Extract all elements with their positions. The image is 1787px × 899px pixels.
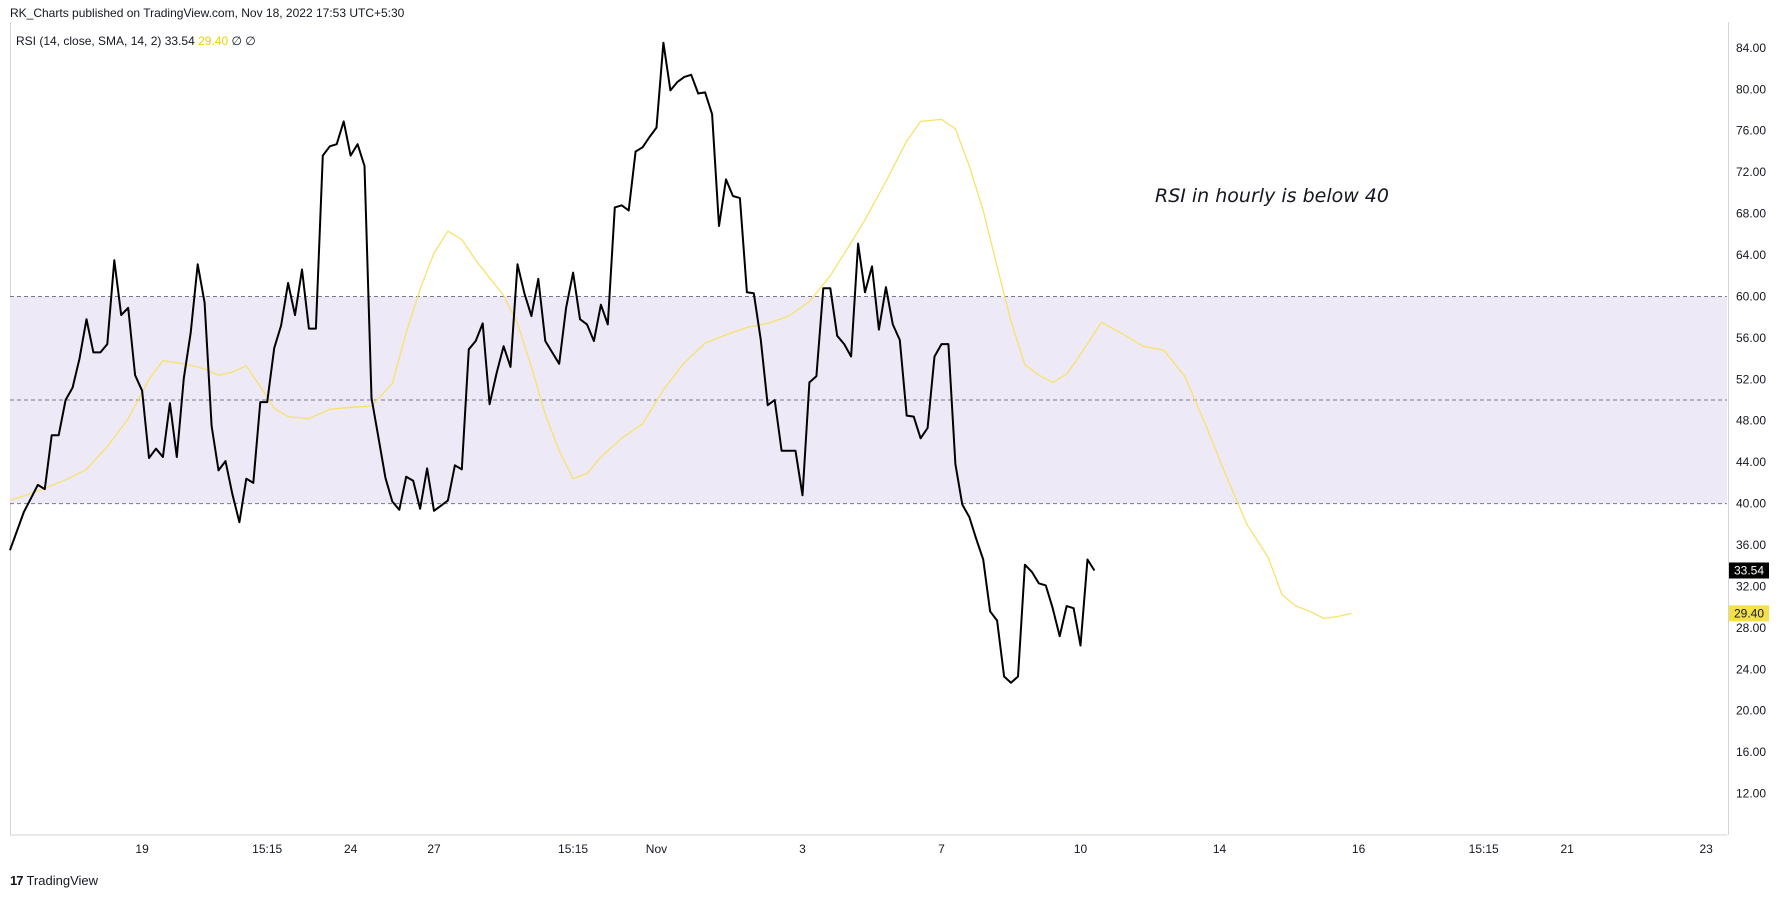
- y-tick-label: 68.00: [1736, 207, 1766, 221]
- y-tick-label: 44.00: [1736, 455, 1766, 469]
- x-tick-label: 16: [1352, 842, 1366, 856]
- sma-line: [9, 118, 1352, 620]
- rsi-series: [9, 41, 1096, 684]
- level-lines: [10, 295, 1727, 505]
- legend-extra-2: ∅: [245, 34, 256, 48]
- x-tick-label: 21: [1560, 842, 1574, 856]
- y-axis[interactable]: 84.00 80.00 76.00 72.00 68.00 64.00 60.00 56.00…: [1736, 41, 1766, 801]
- x-tick-label: 27: [427, 842, 441, 856]
- x-tick-label: 23: [1699, 842, 1713, 856]
- x-tick-label: 15:15: [558, 842, 588, 856]
- x-tick-label: 10: [1074, 842, 1088, 856]
- legend-name: RSI (14, close, SMA, 14, 2): [16, 34, 162, 48]
- x-tick-label: Nov: [646, 842, 667, 856]
- rsi-value-badge: [1729, 562, 1769, 579]
- y-tick-label: 56.00: [1736, 331, 1766, 345]
- y-tick-label: 12.00: [1736, 787, 1766, 801]
- x-tick-label: 15:15: [1469, 842, 1499, 856]
- legend-rsi-value: 33.54: [164, 34, 195, 48]
- footer-branding[interactable]: 17 TradingView: [10, 873, 98, 888]
- chart-annotation: RSI in hourly is below 40: [1155, 185, 1389, 207]
- y-tick-label: 60.00: [1736, 289, 1766, 303]
- y-tick-label: 80.00: [1736, 82, 1766, 96]
- footer-brand-label: TradingView: [26, 873, 99, 888]
- x-tick-label: 15:15: [252, 842, 282, 856]
- y-tick-label: 32.00: [1736, 579, 1766, 593]
- y-tick-label: 28.00: [1736, 621, 1766, 635]
- y-tick-label: 84.00: [1736, 41, 1766, 55]
- y-tick-label: 40.00: [1736, 497, 1766, 511]
- indicator-legend[interactable]: RSI (14, close, SMA, 14, 2) 33.54 29.40 …: [16, 34, 256, 48]
- y-tick-label: 16.00: [1736, 745, 1766, 759]
- y-tick-label: 76.00: [1736, 124, 1766, 138]
- legend-extra-1: ∅: [231, 34, 242, 48]
- y-tick-label: 52.00: [1736, 372, 1766, 386]
- y-tick-label: 24.00: [1736, 662, 1766, 676]
- x-axis[interactable]: 19 15:15 24 27 15:15 Nov 3 7 10 14 16 15:15 21 23: [10, 834, 1727, 856]
- y-tick-label: 72.00: [1736, 165, 1766, 179]
- y-tick-label: 36.00: [1736, 538, 1766, 552]
- sma-series: [9, 118, 1352, 620]
- x-tick-label: 19: [135, 842, 149, 856]
- y-tick-label: 20.00: [1736, 704, 1766, 718]
- x-tick-label: 7: [938, 842, 945, 856]
- sma-value-badge: [1729, 605, 1769, 622]
- y-tick-label: 48.00: [1736, 414, 1766, 428]
- rsi-value-badge-text: 33.54: [1734, 563, 1764, 577]
- value-badges: 33.54 29.40: [1729, 562, 1769, 622]
- publish-header: RK_Charts published on TradingView.com, …: [10, 6, 405, 20]
- rsi-line: [9, 41, 1096, 684]
- tradingview-logo-icon: 17: [10, 873, 24, 888]
- x-tick-label: 24: [344, 842, 358, 856]
- legend-sma-value: 29.40: [198, 34, 229, 48]
- sma-value-badge-text: 29.40: [1734, 606, 1764, 620]
- x-tick-label: 14: [1213, 842, 1227, 856]
- x-tick-label: 3: [799, 842, 806, 856]
- y-tick-label: 64.00: [1736, 248, 1766, 262]
